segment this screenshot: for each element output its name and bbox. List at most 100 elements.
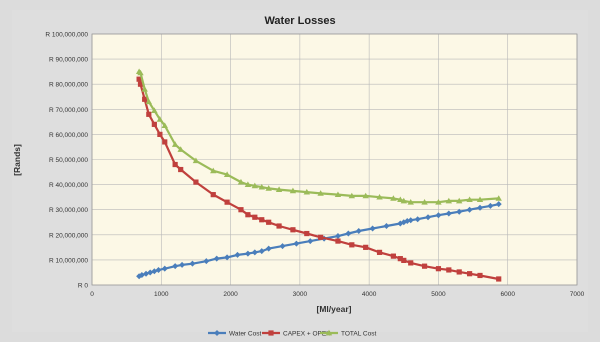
data-point-capex-opex: [157, 131, 163, 137]
data-point-total-cost: [171, 141, 179, 147]
data-point-capex-opex: [363, 244, 369, 250]
data-point-total-cost: [495, 195, 502, 201]
data-point-total-cost: [400, 197, 407, 204]
data-point-water-cost: [203, 258, 210, 265]
data-point-capex-opex: [456, 269, 462, 275]
x-tick-label: 7000: [570, 291, 585, 298]
data-point-total-cost: [421, 198, 428, 205]
x-tick-label: 5000: [431, 291, 446, 298]
data-point-total-cost: [456, 197, 463, 204]
data-point-capex-opex: [496, 276, 502, 282]
data-point-total-cost: [265, 185, 272, 191]
y-axis-ticks: R 0 R 10,000,000 R 20,000,000 R 30,000,000 R…: [45, 32, 88, 290]
legend-marker-water-cost: [214, 330, 220, 336]
y-tick-label: R 70,000,000: [49, 107, 88, 114]
data-point-capex-opex: [178, 166, 184, 173]
data-point-total-cost: [244, 181, 252, 187]
data-point-water-cost: [477, 204, 483, 211]
data-point-capex-opex: [276, 223, 282, 229]
data-point-water-cost: [456, 208, 463, 215]
legend-item-capex-opex: CAPEX + OPEX: [262, 330, 331, 337]
y-tick-label: R 50,000,000: [49, 157, 88, 164]
data-point-capex-opex: [290, 227, 296, 233]
data-point-capex-opex: [477, 272, 483, 279]
y-tick-label: R 40,000,000: [49, 182, 88, 189]
data-point-water-cost: [213, 255, 220, 262]
data-point-capex-opex: [142, 96, 148, 102]
data-point-water-cost: [258, 248, 265, 255]
data-point-total-cost: [334, 191, 342, 198]
data-point-capex-opex: [421, 263, 428, 269]
data-point-water-cost: [487, 202, 494, 209]
data-point-total-cost: [289, 187, 297, 194]
x-tick-label: 3000: [293, 291, 308, 298]
x-tick-label: 1000: [154, 291, 169, 298]
data-point-total-cost: [397, 196, 404, 203]
chart-title: Water Losses: [264, 15, 335, 27]
data-point-capex-opex: [210, 192, 216, 198]
legend-label-capex-opex: CAPEX + OPEX: [283, 330, 331, 337]
y-tick-label: R 30,000,000: [49, 207, 88, 214]
data-point-total-cost: [223, 171, 231, 177]
data-point-total-cost: [251, 182, 259, 189]
data-point-total-cost: [156, 116, 164, 122]
series-layer: [135, 68, 502, 282]
y-axis-title: [Rands]: [12, 144, 22, 176]
data-point-total-cost: [362, 192, 369, 199]
data-point-water-cost: [279, 243, 286, 250]
legend: Water Cost CAPEX + OPEX TOTAL Cost: [208, 329, 376, 337]
data-point-water-cost: [251, 249, 258, 256]
data-point-total-cost: [192, 157, 200, 164]
data-point-water-cost: [161, 265, 168, 272]
data-point-total-cost: [151, 107, 158, 113]
data-point-capex-opex: [245, 212, 251, 218]
y-tick-label: R 90,000,000: [49, 57, 88, 64]
legend-marker-capex-opex: [268, 330, 274, 336]
data-point-capex-opex: [335, 238, 341, 244]
data-point-capex-opex: [376, 249, 383, 255]
legend-marker-total-cost: [325, 329, 333, 336]
data-point-water-cost: [265, 245, 272, 252]
x-axis-title: [Ml/year]: [317, 304, 352, 314]
y-tick-label: R 0: [78, 283, 89, 290]
data-point-water-cost: [179, 261, 186, 268]
data-point-water-cost: [307, 238, 314, 245]
data-point-water-cost: [189, 260, 196, 267]
data-point-water-cost: [495, 201, 502, 208]
y-tick-label: R 10,000,000: [49, 257, 88, 264]
data-point-capex-opex: [390, 253, 396, 259]
data-point-capex-opex: [193, 179, 199, 185]
x-axis-ticks: 0 1000 2000 3000 4000 5000 6000 7000: [90, 291, 584, 298]
data-point-capex-opex: [446, 267, 452, 273]
y-tick-label: R 20,000,000: [49, 232, 88, 239]
series-capex-opex: [136, 76, 502, 282]
x-tick-label: 2000: [223, 291, 238, 298]
y-tick-label: R 80,000,000: [49, 82, 88, 89]
data-point-capex-opex: [467, 271, 473, 277]
data-point-capex-opex: [266, 219, 272, 225]
data-point-water-cost: [345, 230, 352, 237]
data-point-total-cost: [210, 167, 217, 174]
data-point-water-cost: [425, 214, 432, 221]
data-point-water-cost: [224, 254, 231, 261]
data-point-capex-opex: [238, 207, 244, 213]
x-tick-label: 0: [90, 291, 94, 298]
x-tick-label: 4000: [362, 291, 377, 298]
data-point-total-cost: [476, 196, 484, 203]
data-point-capex-opex: [349, 242, 355, 248]
legend-item-water-cost: Water Cost: [208, 330, 261, 337]
data-point-capex-opex: [136, 76, 142, 82]
data-point-capex-opex: [259, 217, 265, 223]
data-point-water-cost: [293, 240, 300, 247]
data-point-total-cost: [161, 122, 168, 129]
data-point-total-cost: [275, 186, 283, 193]
data-point-total-cost: [435, 198, 442, 205]
data-point-capex-opex: [318, 234, 324, 240]
data-point-capex-opex: [252, 214, 258, 220]
data-point-total-cost: [258, 183, 265, 190]
data-point-water-cost: [369, 225, 376, 232]
data-point-total-cost: [348, 192, 356, 199]
data-point-water-cost: [334, 233, 341, 240]
data-point-water-cost: [234, 251, 241, 258]
